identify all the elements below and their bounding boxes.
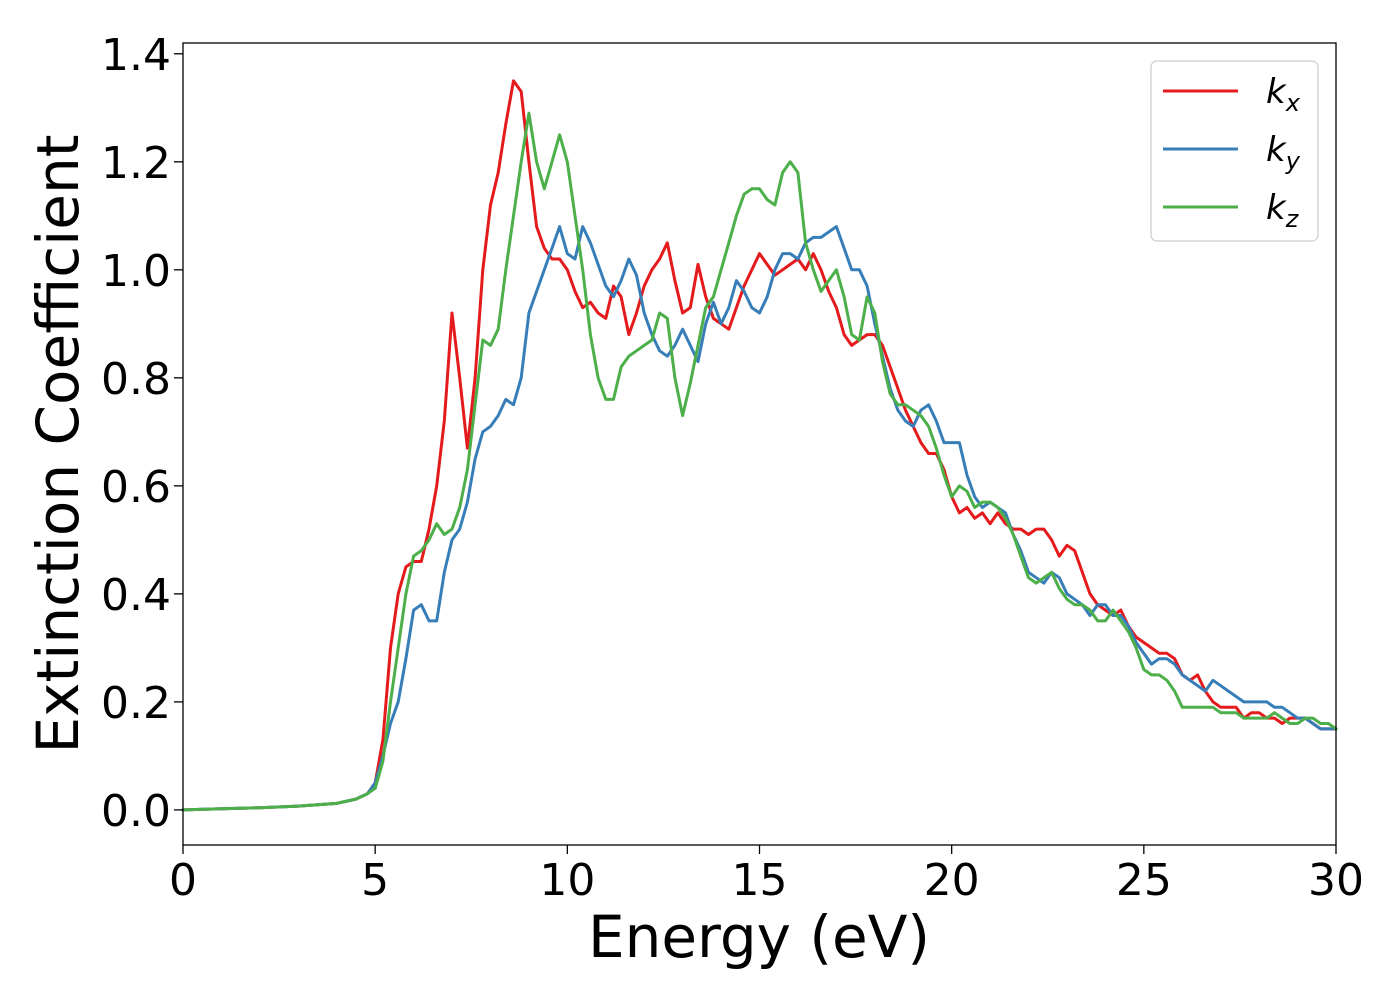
series-line-ky bbox=[181, 225, 1338, 812]
x-axis-label: Energy (eV) bbox=[588, 903, 930, 971]
x-tick-label: 5 bbox=[361, 855, 389, 906]
x-tick-label: 25 bbox=[1116, 855, 1172, 906]
x-axis: 0 5 10 15 20 25 30 bbox=[169, 845, 1364, 906]
x-tick-label: 15 bbox=[732, 855, 788, 906]
y-tick-label: 0.2 bbox=[101, 678, 171, 729]
y-tick-label: 0.8 bbox=[101, 354, 171, 405]
y-axis: 0.0 0.2 0.4 0.6 0.8 1.0 1.2 1.4 bbox=[101, 30, 183, 837]
y-tick-label: 1.2 bbox=[101, 138, 171, 189]
series-line-kz bbox=[181, 111, 1338, 812]
y-tick-label: 0.0 bbox=[101, 786, 171, 837]
series-layer bbox=[181, 79, 1338, 812]
x-tick-label: 30 bbox=[1308, 855, 1364, 906]
legend-box bbox=[1150, 60, 1319, 242]
y-tick-label: 0.4 bbox=[101, 570, 171, 621]
y-axis-label: Extinction Coefficient bbox=[24, 135, 92, 754]
y-tick-label: 0.6 bbox=[101, 462, 171, 513]
x-tick-label: 20 bbox=[924, 855, 980, 906]
x-tick-label: 0 bbox=[169, 855, 197, 906]
series-line-kx bbox=[181, 79, 1338, 812]
y-tick-label: 1.0 bbox=[101, 246, 171, 297]
y-tick-label: 1.4 bbox=[101, 30, 171, 81]
x-tick-label: 10 bbox=[539, 855, 595, 906]
